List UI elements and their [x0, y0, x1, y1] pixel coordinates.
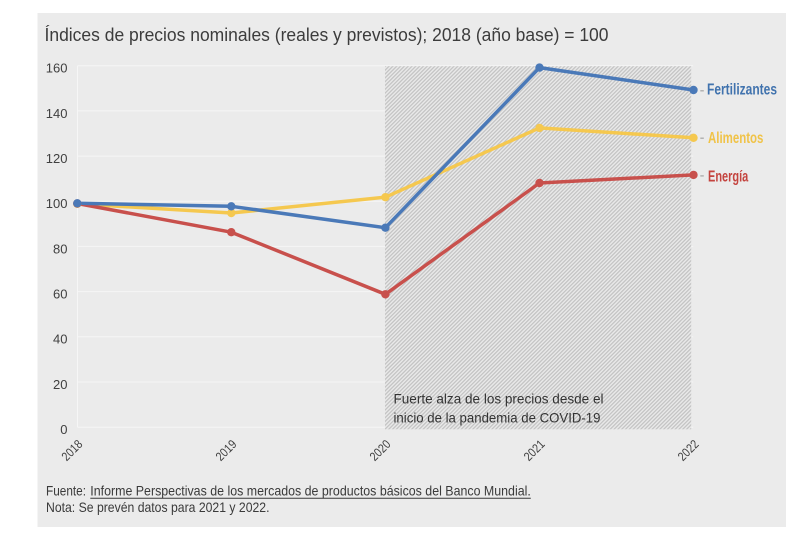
- svg-text:120: 120: [46, 151, 68, 166]
- svg-text:Fertilizantes: Fertilizantes: [707, 82, 777, 99]
- svg-text:Informe Perspectivas de los me: Informe Perspectivas de los mercados de …: [90, 483, 531, 499]
- svg-text:0: 0: [60, 422, 67, 437]
- svg-text:100: 100: [46, 196, 68, 211]
- svg-text:20: 20: [53, 377, 67, 392]
- svg-text:40: 40: [53, 332, 67, 347]
- svg-text:Energía: Energía: [708, 169, 749, 186]
- svg-text:80: 80: [53, 241, 67, 256]
- svg-text:Fuerte alza de los precios des: Fuerte alza de los precios desde el: [394, 390, 604, 406]
- svg-text:Nota: Se prevén datos para 202: Nota: Se prevén datos para 2021 y 2022.: [46, 499, 270, 515]
- svg-text:Fuente:: Fuente:: [46, 483, 86, 499]
- svg-text:inicio de la pandemia de COVID: inicio de la pandemia de COVID-19: [394, 409, 601, 425]
- svg-text:160: 160: [46, 61, 68, 76]
- svg-text:Alimentos: Alimentos: [708, 130, 763, 147]
- svg-text:Índices de precios nominales (: Índices de precios nominales (reales y p…: [45, 25, 609, 45]
- svg-text:140: 140: [46, 106, 68, 121]
- svg-text:60: 60: [53, 287, 67, 302]
